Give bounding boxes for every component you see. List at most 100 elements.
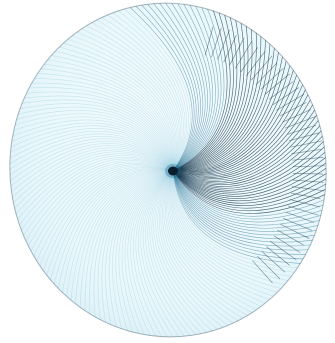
string-line bbox=[8, 103, 174, 172]
string-line bbox=[171, 170, 295, 298]
string-line bbox=[172, 170, 311, 279]
string-line bbox=[31, 166, 174, 275]
string-line bbox=[165, 170, 261, 323]
string-line bbox=[60, 36, 176, 172]
string-line bbox=[130, 170, 174, 343]
string-line bbox=[21, 163, 174, 259]
string-line bbox=[145, 170, 198, 343]
string-line bbox=[69, 170, 174, 313]
string-line bbox=[172, 170, 322, 265]
string-line bbox=[172, 170, 335, 217]
string-line bbox=[6, 106, 174, 172]
string-line bbox=[46, 169, 174, 293]
rim-line bbox=[217, 29, 230, 60]
string-line bbox=[65, 32, 177, 172]
string-line bbox=[10, 157, 174, 237]
string-line bbox=[153, 170, 222, 340]
string-line bbox=[108, 170, 174, 338]
rim-line bbox=[276, 93, 305, 111]
string-line bbox=[172, 170, 319, 270]
string-line bbox=[127, 170, 174, 343]
string-line bbox=[172, 67, 315, 176]
string-line bbox=[0, 119, 174, 172]
rim-line bbox=[292, 173, 324, 175]
rim-line bbox=[255, 62, 278, 85]
rim-line bbox=[284, 116, 316, 129]
string-line bbox=[155, 170, 228, 338]
rim-line bbox=[292, 179, 324, 183]
string-line bbox=[171, 170, 291, 302]
rim-line bbox=[251, 55, 273, 81]
rim-line bbox=[287, 124, 317, 135]
string-line bbox=[172, 116, 335, 189]
string-line bbox=[107, 8, 187, 172]
string-line bbox=[85, 19, 181, 172]
rim-line bbox=[252, 260, 273, 284]
string-line bbox=[172, 128, 335, 193]
string-line bbox=[172, 29, 277, 172]
string-line bbox=[172, 0, 219, 172]
string-line bbox=[172, 170, 335, 214]
string-line bbox=[31, 67, 174, 172]
rim-line bbox=[290, 192, 321, 199]
string-line bbox=[112, 170, 174, 340]
string-line bbox=[172, 22, 267, 172]
string-line bbox=[135, 170, 174, 343]
string-line bbox=[172, 0, 211, 172]
rim-line bbox=[292, 157, 324, 161]
string-line bbox=[172, 49, 300, 173]
string-line bbox=[172, 105, 335, 185]
string-line bbox=[101, 10, 186, 172]
string-line bbox=[97, 170, 174, 331]
string-line bbox=[157, 170, 234, 336]
rim-line bbox=[264, 73, 290, 95]
string-line bbox=[124, 2, 193, 172]
center-hub-core bbox=[168, 166, 178, 176]
string-line bbox=[0, 133, 174, 172]
string-line bbox=[172, 53, 304, 173]
string-line bbox=[172, 170, 335, 220]
string-line bbox=[84, 170, 174, 323]
string-line bbox=[172, 152, 335, 202]
string-line bbox=[42, 53, 174, 172]
string-line bbox=[10, 99, 174, 172]
string-line bbox=[172, 170, 299, 293]
string-line bbox=[27, 72, 174, 172]
rim-line bbox=[282, 109, 312, 123]
string-line bbox=[172, 58, 308, 174]
string-line bbox=[69, 29, 178, 172]
string-line bbox=[74, 170, 174, 317]
string-line bbox=[136, 0, 197, 172]
string-line bbox=[60, 170, 174, 306]
string-line bbox=[0, 138, 174, 184]
string-line bbox=[18, 161, 174, 254]
string-line bbox=[172, 63, 312, 175]
string-line bbox=[6, 153, 174, 226]
string-line bbox=[172, 170, 335, 226]
string-line bbox=[172, 110, 335, 187]
string-line bbox=[168, 170, 277, 313]
rim-line bbox=[289, 199, 320, 208]
string-line bbox=[147, 170, 204, 343]
string-line bbox=[172, 25, 272, 172]
string-line bbox=[172, 170, 335, 223]
rim-line bbox=[280, 223, 310, 239]
string-line bbox=[172, 72, 319, 177]
string-line bbox=[172, 170, 304, 289]
string-line bbox=[172, 19, 262, 172]
string-line bbox=[163, 170, 256, 326]
string-line bbox=[96, 13, 184, 172]
string-line bbox=[118, 170, 174, 343]
string-line bbox=[172, 122, 335, 191]
string-line bbox=[101, 170, 174, 334]
string-line bbox=[89, 170, 174, 326]
string-line bbox=[172, 170, 335, 212]
string-line bbox=[159, 170, 239, 334]
string-line bbox=[172, 33, 281, 172]
string-line bbox=[130, 0, 195, 172]
string-line bbox=[90, 16, 183, 172]
string-line bbox=[93, 170, 174, 329]
string-line bbox=[154, 0, 204, 172]
